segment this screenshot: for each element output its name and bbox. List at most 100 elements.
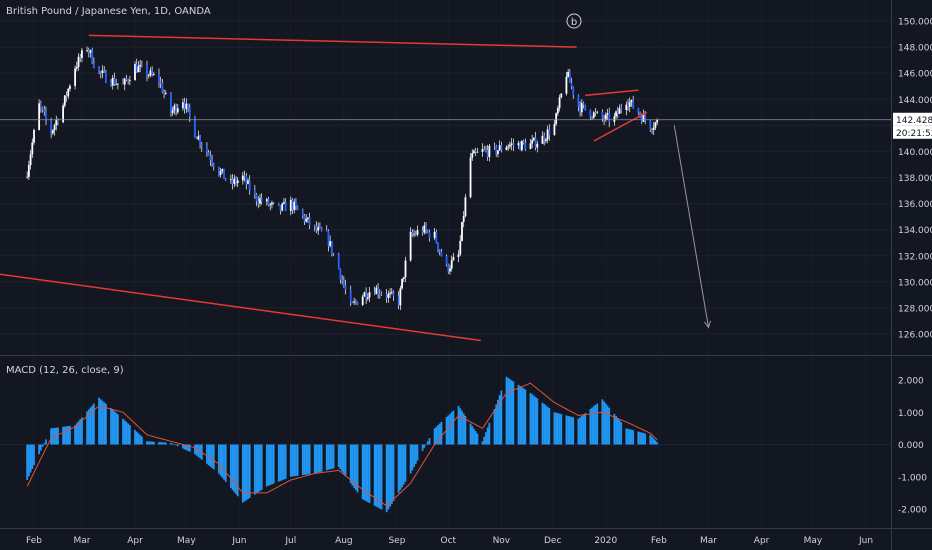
- candle-body: [543, 135, 546, 142]
- macd-bar: [271, 444, 273, 485]
- candle-body: [31, 142, 34, 155]
- price-tick-label: 136.000: [898, 200, 932, 210]
- macd-bar: [26, 444, 29, 480]
- candle-body: [438, 249, 441, 252]
- macd-bar: [476, 433, 479, 445]
- candle-body: [140, 64, 143, 66]
- macd-bar: [318, 444, 321, 473]
- candle-body: [163, 92, 166, 94]
- candle-body: [473, 150, 475, 154]
- candle-body: [236, 180, 239, 184]
- macd-bar: [212, 444, 215, 470]
- macd-bar: [115, 412, 118, 445]
- macd-bar: [497, 399, 499, 445]
- candle-body: [375, 287, 378, 295]
- macd-bar: [67, 426, 70, 445]
- macd-bar: [223, 444, 225, 480]
- macd-signal-line: [26, 382, 658, 507]
- macd-bar: [471, 426, 474, 445]
- time-tick-label: Jun: [231, 536, 246, 546]
- macd-bar: [556, 413, 559, 445]
- macd-bar: [77, 421, 80, 445]
- macd-bar: [594, 404, 597, 445]
- macd-bar: [363, 444, 366, 501]
- time-tick-label: Dec: [544, 536, 561, 546]
- candle-body: [471, 153, 474, 158]
- candle-body: [307, 217, 309, 219]
- candle-body: [651, 129, 653, 131]
- candle-body: [639, 113, 641, 116]
- triangle-lower-line[interactable]: [593, 111, 648, 142]
- macd-bar: [27, 444, 30, 477]
- macd-bar: [555, 412, 558, 445]
- candle-body: [435, 231, 438, 243]
- candle-body: [548, 129, 551, 135]
- macd-bar: [620, 422, 623, 445]
- macd-bar: [245, 444, 248, 501]
- candle-body: [93, 63, 95, 67]
- candle-body: [356, 301, 359, 305]
- candle-body: [457, 254, 460, 258]
- candle-body: [377, 287, 379, 295]
- candle-body: [461, 221, 463, 241]
- macd-bar: [327, 444, 330, 470]
- macd-bar: [207, 444, 210, 466]
- macd-bar: [341, 444, 344, 472]
- price-tick-label: 146.000: [898, 70, 932, 80]
- projection-arrow[interactable]: [673, 125, 709, 328]
- macd-bar: [377, 444, 379, 508]
- macd-bar: [536, 398, 539, 445]
- triangle-upper-line[interactable]: [585, 89, 639, 97]
- candle-body: [505, 147, 508, 150]
- candle-body: [474, 150, 477, 153]
- candle-body: [317, 227, 320, 231]
- macd-bar: [272, 444, 275, 484]
- macd-bar: [459, 408, 462, 445]
- macd-bar: [433, 428, 436, 445]
- macd-bar: [43, 443, 46, 445]
- macd-bar: [146, 441, 148, 445]
- trendline-bottom[interactable]: [0, 271, 481, 342]
- candle-body: [281, 203, 284, 211]
- macd-bar: [553, 412, 556, 445]
- macd-bar: [325, 444, 328, 471]
- candle-body: [69, 85, 71, 89]
- candle-body: [363, 292, 366, 297]
- candle-body: [601, 111, 604, 119]
- candle-body: [404, 260, 407, 278]
- candle-body: [354, 301, 357, 303]
- candle-body: [164, 93, 167, 94]
- candle-body: [615, 111, 617, 117]
- candle-body: [89, 50, 92, 53]
- macd-bar: [509, 379, 511, 445]
- macd-title[interactable]: MACD (12, 26, close, 9): [6, 365, 124, 376]
- macd-bar: [173, 444, 176, 446]
- candle-body: [248, 180, 251, 191]
- candle-body: [428, 231, 431, 238]
- wave-label-b[interactable]: b: [566, 13, 582, 29]
- macd-axis[interactable]: 2.000 1.000 0.000 -1.000 -2.000: [898, 377, 927, 516]
- candle-body: [584, 104, 587, 110]
- candle-body: [277, 202, 280, 206]
- candle-body: [630, 99, 633, 103]
- macd-bar: [289, 444, 292, 477]
- candle-body: [329, 241, 332, 246]
- macd-bar: [65, 426, 68, 445]
- candle-body: [27, 165, 30, 177]
- macd-bar: [366, 444, 369, 503]
- macd-bar: [606, 405, 609, 445]
- candle-body: [568, 72, 571, 83]
- drawing-annotations[interactable]: [0, 34, 711, 342]
- price-candles[interactable]: [26, 46, 659, 311]
- trendline-top[interactable]: [88, 34, 577, 48]
- symbol-title[interactable]: British Pound / Japanese Yen, 1D, OANDA: [6, 6, 211, 17]
- macd-bar: [163, 442, 166, 445]
- time-tick-label: May: [804, 536, 823, 546]
- candle-body: [560, 93, 563, 98]
- macd-bar: [365, 444, 368, 502]
- time-axis[interactable]: Feb Mar Apr May Jun Jul Aug Sep Oct Nov Dec 2020 Feb…: [26, 536, 873, 546]
- candle-body: [200, 144, 203, 147]
- macd-bar: [639, 432, 641, 445]
- candle-body: [289, 199, 292, 211]
- candle-body: [628, 102, 631, 107]
